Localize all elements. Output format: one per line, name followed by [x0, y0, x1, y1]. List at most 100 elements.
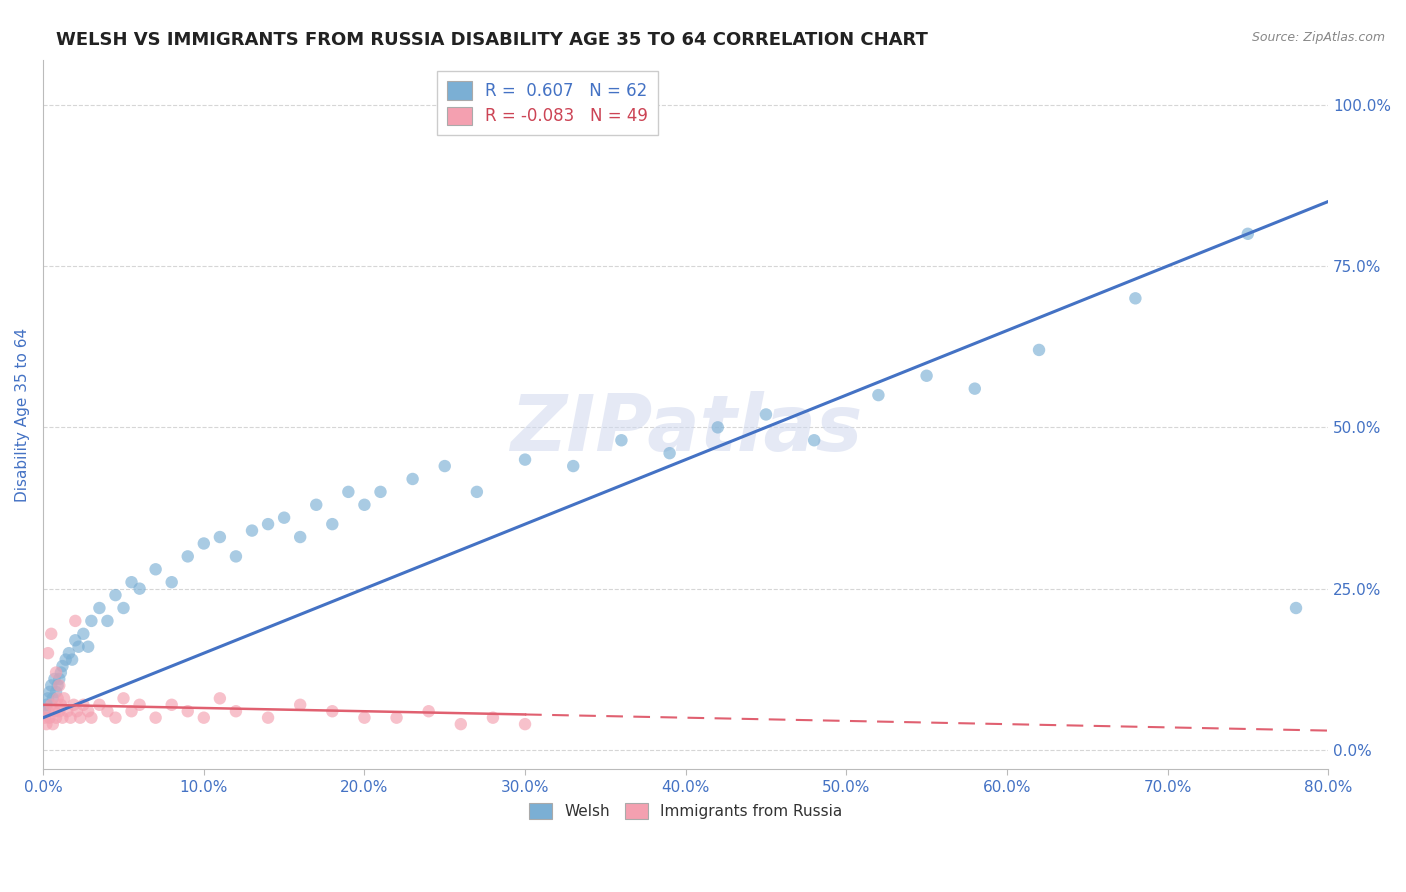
Point — [128, 582, 150, 596]
Point — [39, 698, 62, 712]
Y-axis label: Disability Age 35 to 64: Disability Age 35 to 64 — [15, 327, 30, 501]
Point — [58, 646, 80, 660]
Point — [193, 711, 215, 725]
Point — [240, 524, 263, 538]
Point — [321, 704, 343, 718]
Point — [80, 614, 103, 628]
Point — [1237, 227, 1260, 241]
Point — [290, 698, 312, 712]
Point — [48, 704, 70, 718]
Point — [59, 711, 82, 725]
Point — [104, 711, 127, 725]
Point — [482, 711, 505, 725]
Point — [321, 517, 343, 532]
Point — [513, 452, 536, 467]
Point — [55, 652, 77, 666]
Point — [96, 704, 118, 718]
Point — [53, 691, 76, 706]
Point — [370, 484, 392, 499]
Point — [42, 717, 65, 731]
Point — [77, 704, 100, 718]
Point — [513, 717, 536, 731]
Point — [65, 614, 87, 628]
Point — [34, 711, 56, 725]
Point — [177, 549, 200, 564]
Point — [868, 388, 890, 402]
Text: Source: ZipAtlas.com: Source: ZipAtlas.com — [1251, 31, 1385, 45]
Point — [46, 691, 69, 706]
Point — [96, 614, 118, 628]
Point — [72, 627, 94, 641]
Point — [39, 627, 62, 641]
Point — [225, 549, 247, 564]
Point — [257, 711, 280, 725]
Point — [67, 640, 90, 654]
Point — [80, 711, 103, 725]
Point — [34, 704, 56, 718]
Point — [51, 711, 73, 725]
Point — [128, 698, 150, 712]
Point — [44, 704, 66, 718]
Point — [37, 691, 59, 706]
Point — [72, 698, 94, 712]
Point — [56, 704, 79, 718]
Point — [35, 717, 58, 731]
Point — [465, 484, 488, 499]
Point — [49, 665, 72, 680]
Point — [610, 434, 633, 448]
Point — [208, 691, 231, 706]
Point — [193, 536, 215, 550]
Text: WELSH VS IMMIGRANTS FROM RUSSIA DISABILITY AGE 35 TO 64 CORRELATION CHART: WELSH VS IMMIGRANTS FROM RUSSIA DISABILI… — [56, 31, 928, 49]
Point — [65, 633, 87, 648]
Point — [160, 575, 183, 590]
Point — [49, 698, 72, 712]
Point — [145, 711, 167, 725]
Point — [257, 517, 280, 532]
Point — [1125, 291, 1147, 305]
Point — [45, 711, 67, 725]
Point — [562, 458, 585, 473]
Point — [963, 382, 986, 396]
Point — [62, 698, 84, 712]
Point — [37, 704, 59, 718]
Point — [160, 698, 183, 712]
Point — [89, 698, 111, 712]
Point — [77, 640, 100, 654]
Legend: Welsh, Immigrants from Russia: Welsh, Immigrants from Russia — [523, 797, 848, 825]
Point — [89, 601, 111, 615]
Point — [401, 472, 423, 486]
Point — [46, 678, 69, 692]
Point — [112, 691, 135, 706]
Point — [177, 704, 200, 718]
Point — [385, 711, 408, 725]
Point — [112, 601, 135, 615]
Point — [418, 704, 440, 718]
Point — [208, 530, 231, 544]
Point — [42, 691, 65, 706]
Point — [69, 711, 91, 725]
Point — [38, 711, 60, 725]
Point — [337, 484, 360, 499]
Point — [915, 368, 938, 383]
Point — [39, 678, 62, 692]
Point — [803, 434, 825, 448]
Point — [145, 562, 167, 576]
Point — [45, 685, 67, 699]
Point — [37, 646, 59, 660]
Point — [353, 711, 375, 725]
Point — [104, 588, 127, 602]
Point — [290, 530, 312, 544]
Point — [707, 420, 730, 434]
Point — [35, 698, 58, 712]
Point — [1285, 601, 1308, 615]
Point — [45, 665, 67, 680]
Point — [66, 704, 89, 718]
Point — [1028, 343, 1050, 357]
Point — [305, 498, 328, 512]
Point — [38, 685, 60, 699]
Point — [44, 672, 66, 686]
Point — [273, 510, 295, 524]
Point — [225, 704, 247, 718]
Point — [48, 678, 70, 692]
Point — [450, 717, 472, 731]
